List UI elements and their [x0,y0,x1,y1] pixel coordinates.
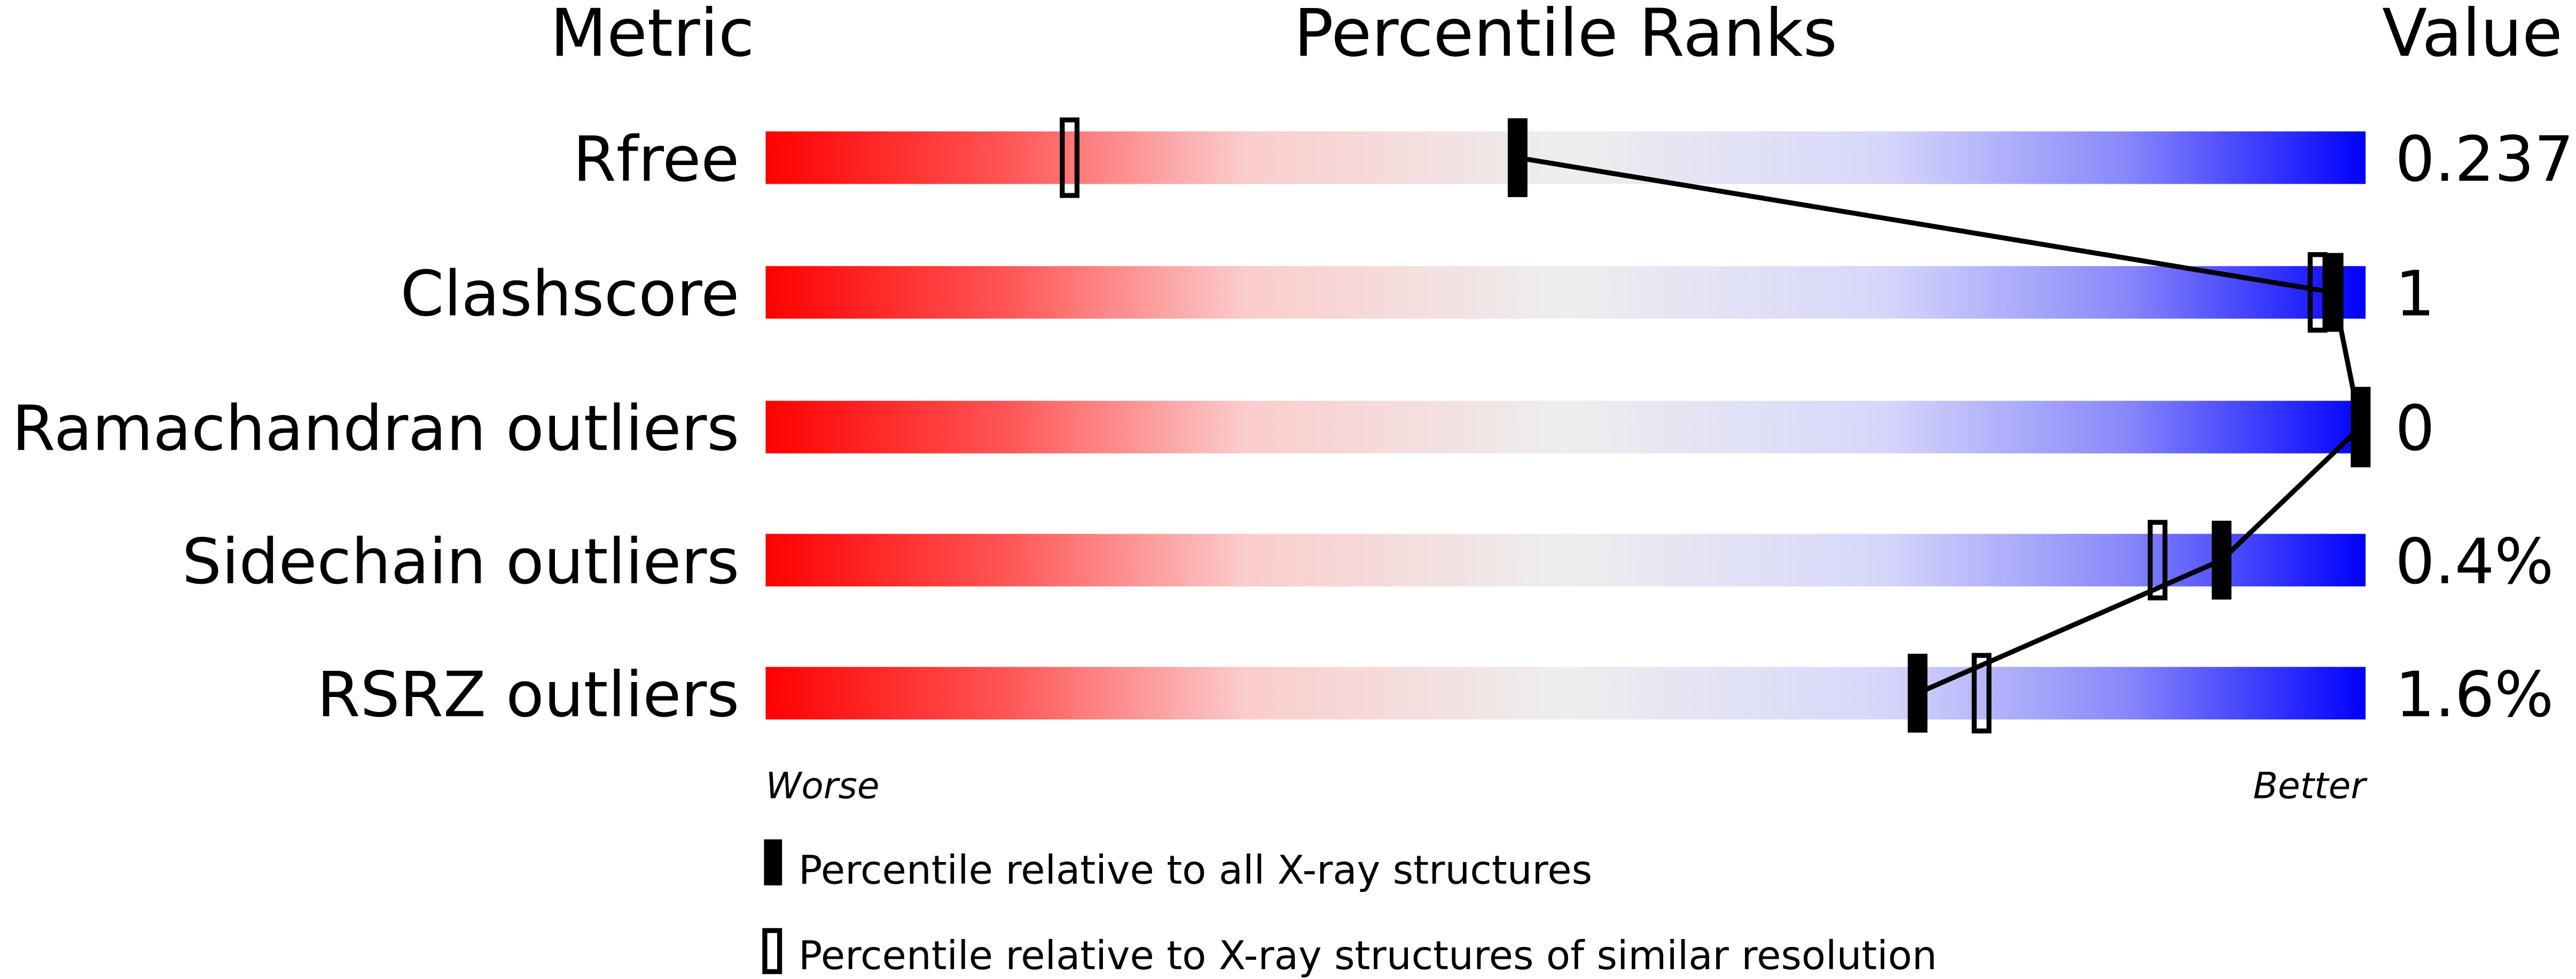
percentile-bar [765,266,2366,319]
metric-label: Ramachandran outliers [12,393,739,465]
similar-resolution-marker [1971,653,1992,734]
all-structures-marker [2351,387,2371,467]
similar-resolution-marker [1060,117,1080,198]
metric-value: 0.4% [2395,526,2554,598]
header-value: Value [2382,0,2563,72]
metric-label: Rfree [573,123,740,195]
percentile-bar [765,401,2366,453]
similar-resolution-marker [2148,520,2168,601]
all-structures-marker [1907,654,1928,733]
axis-worse-label: Worse [765,765,879,807]
metric-value: 1 [2395,257,2434,330]
percentile-bar [765,534,2366,586]
percentile-bar [765,131,2366,184]
metric-value: 0.237 [2395,123,2574,195]
metric-label: Clashscore [401,257,740,330]
header-percentile-ranks: Percentile Ranks [1294,0,1837,72]
legend-filled-marker-icon [764,839,782,886]
metric-label: RSRZ outliers [317,659,739,731]
percentile-bar [765,667,2366,720]
metric-value: 1.6% [2395,659,2554,731]
legend-similar-label: Percentile relative to X-ray structures … [798,933,1937,979]
metric-value: 0 [2395,393,2434,465]
all-structures-marker [2323,253,2344,332]
legend-all-label: Percentile relative to all X-ray structu… [798,848,1592,894]
all-structures-marker [2211,520,2232,600]
legend-open-marker-icon [762,928,782,974]
axis-better-label: Better [2253,765,2368,807]
metric-label: Sidechain outliers [182,526,739,598]
all-structures-marker [1507,118,1528,198]
header-metric: Metric [550,0,754,72]
